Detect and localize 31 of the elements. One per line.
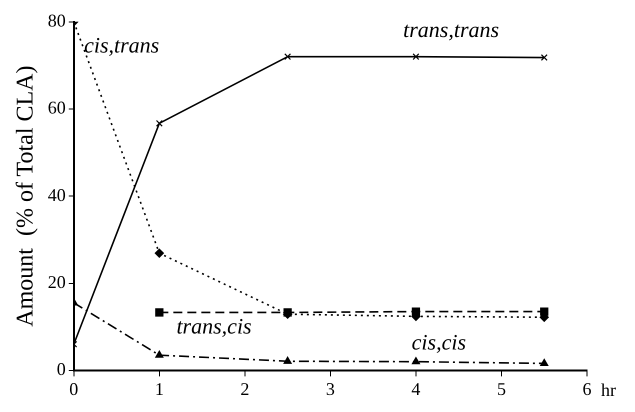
x-tick-label: 1: [154, 378, 164, 399]
y-tick-label: 0: [56, 359, 66, 380]
series-label: cis,trans: [84, 32, 160, 58]
x-tick-label: 5: [496, 378, 506, 399]
y-tick-label: 20: [48, 272, 66, 292]
point: [540, 307, 548, 316]
x-tick-label: 2: [240, 378, 250, 399]
point: [412, 357, 420, 364]
x-tick-label: 0: [69, 378, 78, 399]
series-label: trans,cis: [176, 313, 252, 338]
series-label: cis,cis: [412, 329, 466, 354]
y-tick-label: 40: [48, 184, 66, 205]
point: [155, 350, 164, 358]
point: [154, 248, 164, 258]
y-tick-label: 60: [48, 98, 66, 118]
point: [540, 54, 548, 61]
point: [156, 120, 163, 127]
series-label: trans,trans: [403, 17, 500, 42]
point: [155, 308, 164, 317]
point: [540, 358, 548, 366]
x-tick-label: 4: [411, 378, 420, 399]
x-tick-label: 6: [582, 378, 592, 399]
point: [412, 53, 420, 60]
point: [284, 308, 292, 317]
y-axis-title: Amount (% of Total CLA): [12, 66, 39, 327]
x-axis-title: hr: [601, 380, 616, 400]
point: [284, 356, 292, 364]
x-tick-label: 3: [326, 378, 335, 399]
point: [412, 307, 420, 316]
point: [284, 53, 292, 60]
y-tick-label: 80: [48, 10, 66, 31]
